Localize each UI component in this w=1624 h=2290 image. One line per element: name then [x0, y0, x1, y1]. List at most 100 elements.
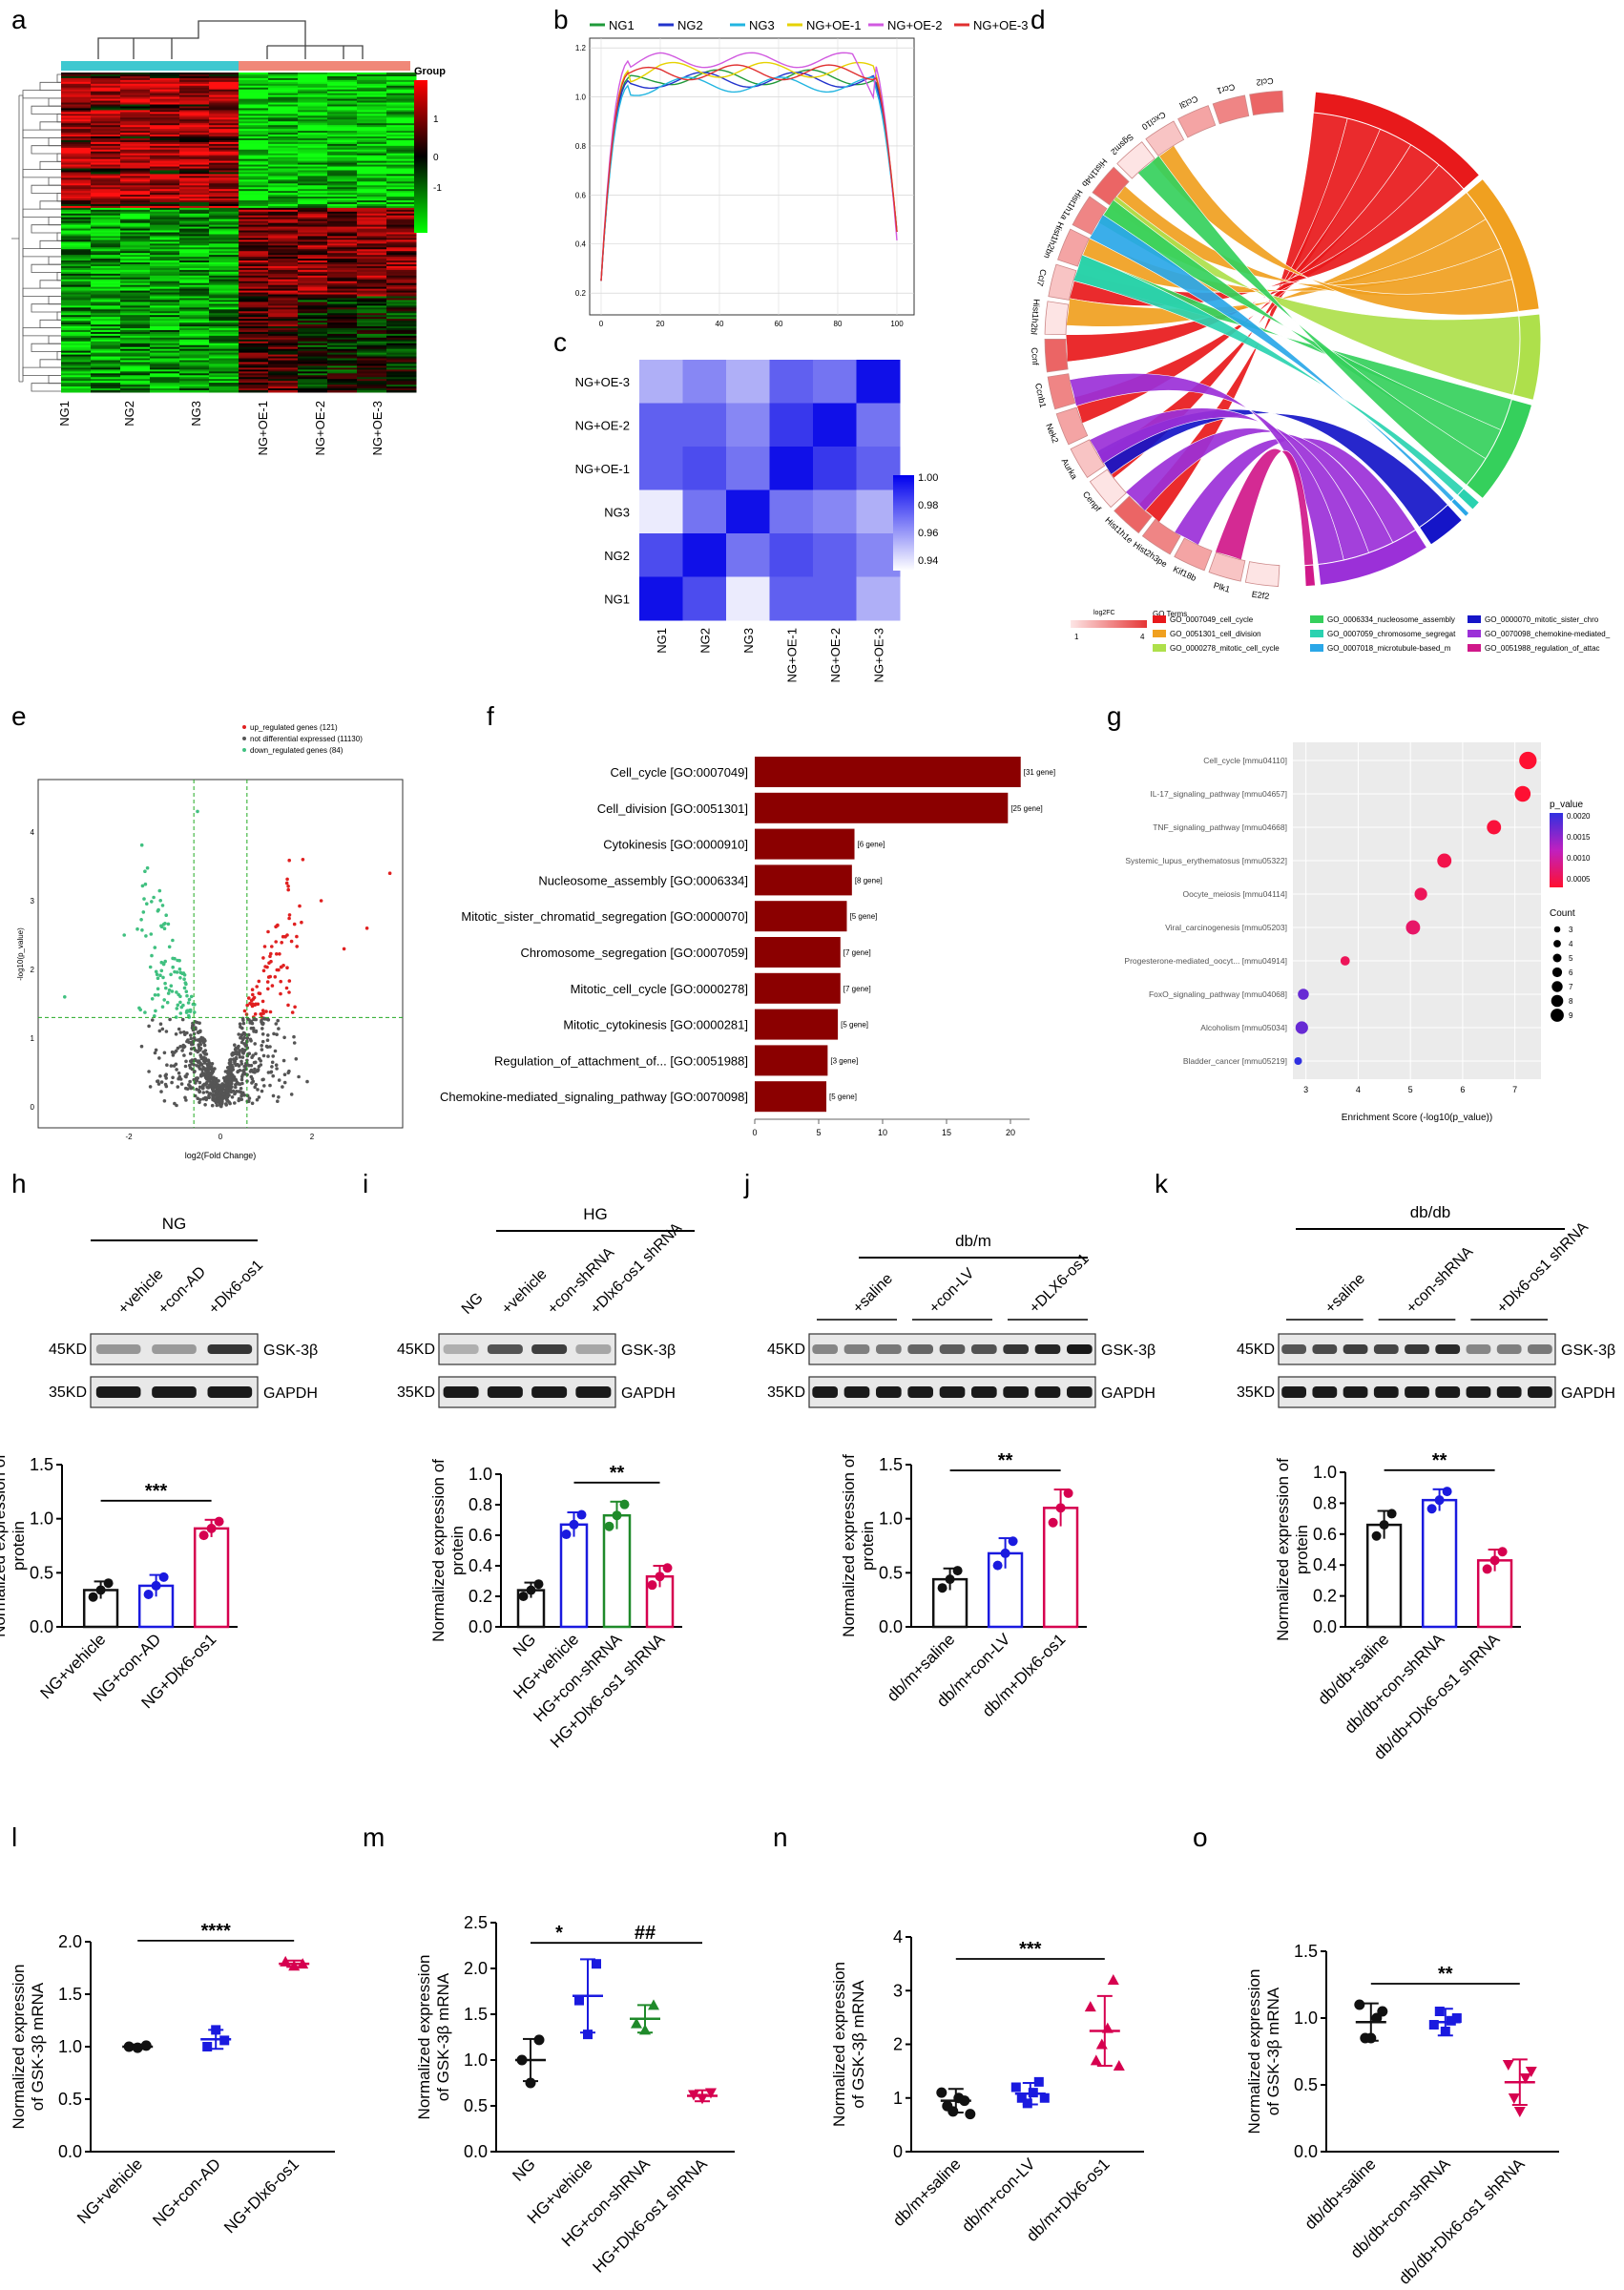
heatmap-cell — [357, 141, 387, 145]
heatmap-cell — [150, 191, 180, 194]
column-dendrogram — [97, 20, 364, 59]
heatmap-cell — [179, 333, 210, 337]
gapdh-band — [575, 1386, 612, 1398]
gene-point — [201, 1065, 205, 1070]
data-point — [533, 1579, 544, 1590]
heatmap-cell — [150, 93, 180, 96]
heatmap-cell — [61, 147, 92, 151]
heatmap-cell — [327, 100, 358, 104]
heatmap-cell — [268, 168, 299, 171]
heatmap-cell — [268, 390, 299, 393]
heatmap-cell — [268, 251, 299, 254]
heatmap-cell — [209, 260, 239, 263]
heatmap-cell — [179, 108, 210, 111]
gene-point-up — [301, 858, 305, 862]
heatmap-cell — [357, 117, 387, 120]
gene-point — [206, 1058, 211, 1062]
gene-point — [239, 1025, 242, 1029]
heatmap-cell — [209, 326, 239, 329]
gene-point — [278, 952, 281, 956]
blot-label-gapdh: GAPDH — [263, 1385, 318, 1402]
gene-point — [196, 1096, 199, 1100]
heatmap-cell — [327, 262, 358, 265]
heatmap-cell — [327, 275, 358, 279]
heatmap-cell — [327, 115, 358, 118]
group-bar-ng — [61, 61, 239, 71]
heatmap-cell — [239, 100, 269, 104]
heatmap-cell — [209, 73, 239, 75]
gene-point — [218, 1093, 221, 1097]
heatmap-cell — [357, 346, 387, 350]
heatmap-cell — [209, 125, 239, 128]
heatmap-cell — [327, 360, 358, 363]
heatmap-cell — [150, 239, 180, 242]
gene-point — [260, 1027, 264, 1030]
heatmap-cell — [91, 329, 121, 333]
heatmap-cell — [120, 100, 151, 104]
gene-point — [258, 1056, 261, 1061]
heatmap-cell — [209, 339, 239, 343]
heatmap-cell — [357, 369, 387, 372]
heatmap-cell — [120, 135, 151, 137]
y-tick: 0.2 — [468, 1587, 492, 1606]
heatmap-cell — [268, 176, 299, 178]
scale-tick: 0.96 — [918, 528, 938, 539]
heatmap-cell — [327, 286, 358, 290]
gene-point — [257, 979, 261, 984]
heatmap-cell — [357, 224, 387, 228]
heatmap-cell — [61, 253, 92, 256]
heatmap-cell — [268, 125, 299, 128]
heatmap-cell — [327, 247, 358, 250]
heatmap-cell — [298, 217, 328, 220]
heatmap-cell — [120, 292, 151, 296]
heatmap-cell — [61, 331, 92, 335]
heatmap-cell — [179, 226, 210, 230]
heatmap-cell — [298, 81, 328, 85]
heatmap-cell — [91, 155, 121, 158]
gene-point — [262, 1084, 266, 1088]
heatmap-cell — [61, 234, 92, 237]
heatmap-cell — [61, 179, 92, 182]
heatmap-cell — [209, 102, 239, 105]
data-point — [1497, 1547, 1508, 1557]
group-bar-oe — [239, 61, 410, 71]
heatmap-cell — [61, 381, 92, 384]
heatmap-cell — [357, 153, 387, 156]
heatmap-cell — [268, 281, 299, 284]
y-tick: 2.0 — [58, 1932, 82, 1951]
go-term-swatch — [1310, 615, 1323, 623]
heatmap-cell — [209, 247, 239, 250]
gene-point — [157, 1056, 161, 1060]
heatmap-cell — [150, 328, 180, 331]
heatmap-cell — [327, 133, 358, 135]
heatmap-cell — [91, 294, 121, 297]
heatmap-cell — [209, 328, 239, 331]
heatmap-cell — [268, 317, 299, 320]
heatmap-cell — [298, 307, 328, 310]
heatmap-cell — [327, 174, 358, 177]
heatmap-cell — [327, 149, 358, 153]
bar — [755, 828, 855, 860]
heatmap-cell — [357, 119, 387, 122]
plot-frame-b — [589, 37, 915, 316]
gene-point — [289, 939, 294, 944]
y-axis-label: Normalized expression — [10, 1965, 28, 2130]
go-term-label: GO_0000070_mitotic_sister_chro — [1485, 615, 1599, 624]
heatmap-cell — [209, 73, 239, 77]
gene-point — [240, 1081, 244, 1086]
data-point — [214, 1516, 224, 1527]
heatmap-cell — [268, 177, 299, 180]
heatmap-cell — [386, 170, 417, 173]
heatmap-cell — [91, 390, 121, 393]
x-tick: 6 — [1460, 1085, 1465, 1094]
heatmap-cell — [150, 238, 180, 240]
heatmap-cell — [120, 282, 151, 286]
heatmap-cell — [298, 131, 328, 134]
gapdh-band — [1067, 1386, 1093, 1398]
heatmap-cell — [179, 79, 210, 83]
heatmap-cell — [61, 362, 92, 364]
heatmap-cell — [298, 344, 328, 348]
heatmap-cell — [61, 290, 92, 294]
heatmap-cell — [268, 153, 299, 156]
category-label: Oocyte_meiosis [mmu04114] — [1183, 889, 1287, 899]
